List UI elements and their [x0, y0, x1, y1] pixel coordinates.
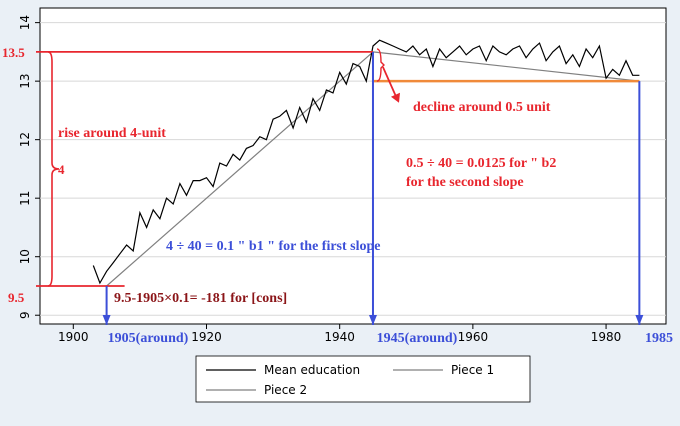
label-9-5: 9.5: [8, 290, 25, 305]
arrow-1905-head: [102, 315, 111, 325]
x-label-1945-around: 1945(around): [377, 331, 458, 346]
x-tick-label: 1960: [458, 330, 489, 344]
legend-label-mean-education: Mean education: [264, 363, 360, 377]
b2-annotation-line2: for the second slope: [406, 175, 524, 190]
x-tick-label: 1980: [591, 330, 622, 344]
b2-annotation-line1: 0.5 ÷ 40 = 0.0125 for " b2: [406, 156, 556, 171]
grid: [40, 22, 666, 316]
label-13-5: 13.5: [2, 45, 25, 60]
decline-annotation: decline around 0.5 unit: [413, 100, 551, 115]
x-tick-label: 1900: [58, 330, 89, 344]
x-tick-label: 1920: [191, 330, 222, 344]
y-tick-label: 13: [18, 74, 32, 89]
y-tick-label: 9: [18, 311, 32, 319]
arrow-1985-head: [635, 315, 644, 325]
y-axis: 9 10 11 12 13 14: [18, 15, 40, 319]
y-tick-label: 12: [18, 132, 32, 147]
series-piece-2: [372, 51, 640, 82]
y-tick-label: 11: [18, 191, 32, 206]
rise-annotation: rise around 4-unit: [58, 126, 166, 141]
series-mean-education: [92, 39, 640, 285]
legend: Mean education Piece 1 Piece 2: [195, 355, 531, 403]
rise-brace: [47, 51, 60, 287]
legend-box: [195, 355, 531, 403]
y-tick-label: 14: [18, 15, 32, 30]
x-tick-label: 1940: [324, 330, 355, 344]
y-tick-label: 10: [18, 249, 32, 264]
x-axis: 1900 1920 1940 1960 1980: [58, 324, 621, 344]
legend-label-piece-2: Piece 2: [264, 383, 307, 397]
four-annotation: 4: [58, 162, 65, 177]
annotation-guides: [36, 48, 644, 325]
arrow-1945-head: [368, 315, 377, 325]
b1-annotation: 4 ÷ 40 = 0.1 " b1 " for the first slope: [166, 239, 381, 254]
decline-arrowhead: [390, 92, 400, 103]
plot-area: [39, 7, 667, 325]
x-label-1985: 1985: [645, 331, 673, 346]
cons-annotation: 9.5-1905×0.1= -181 for [cons]: [114, 291, 287, 306]
legend-label-piece-1: Piece 1: [451, 363, 494, 377]
decline-arrow: [382, 66, 398, 100]
x-label-1905-around: 1905(around): [108, 331, 189, 346]
decline-brace: [376, 48, 385, 82]
